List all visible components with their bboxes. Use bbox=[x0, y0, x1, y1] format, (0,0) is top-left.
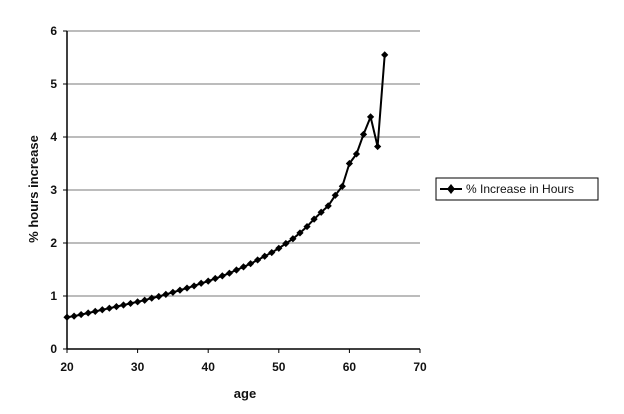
data-point bbox=[338, 182, 346, 190]
y-axis-label: % hours increase bbox=[26, 135, 41, 243]
data-point bbox=[345, 159, 353, 168]
data-point bbox=[77, 310, 85, 319]
x-axis-label: age bbox=[234, 386, 256, 401]
y-tick-label: 3 bbox=[50, 183, 57, 197]
data-point bbox=[112, 303, 121, 311]
data-point bbox=[148, 294, 156, 302]
data-point bbox=[366, 113, 375, 121]
data-point bbox=[70, 312, 78, 320]
data-point bbox=[303, 222, 311, 231]
data-point bbox=[254, 256, 262, 264]
data-point bbox=[317, 208, 325, 216]
data-point bbox=[324, 202, 332, 210]
series-line bbox=[66, 54, 386, 319]
legend: % Increase in Hours bbox=[435, 177, 599, 201]
axes bbox=[63, 30, 421, 353]
data-point bbox=[352, 150, 361, 158]
data-point bbox=[63, 313, 71, 321]
y-tick-label: 0 bbox=[50, 342, 57, 356]
data-point bbox=[296, 229, 304, 237]
data-point bbox=[84, 309, 92, 317]
data-point bbox=[91, 307, 99, 315]
data-point bbox=[211, 274, 219, 283]
y-tick-label: 1 bbox=[50, 289, 57, 303]
data-point bbox=[331, 191, 339, 199]
data-point bbox=[246, 260, 255, 268]
x-tick-label: 20 bbox=[60, 360, 74, 374]
y-tick-label: 6 bbox=[50, 24, 57, 38]
data-point bbox=[141, 296, 149, 304]
data-point bbox=[204, 277, 212, 285]
x-tick-label: 30 bbox=[131, 360, 145, 374]
data-point bbox=[359, 130, 368, 138]
y-tick-label: 2 bbox=[50, 236, 57, 250]
legend-label: % Increase in Hours bbox=[466, 182, 574, 196]
data-point bbox=[239, 263, 248, 271]
legend-box bbox=[435, 177, 599, 201]
data-point bbox=[225, 269, 233, 277]
x-tick-label: 60 bbox=[343, 360, 357, 374]
data-point bbox=[134, 298, 142, 306]
tick-labels: 0 1 2 3 4 5 6 20 30 40 50 60 70 bbox=[50, 24, 427, 374]
y-tick-label: 4 bbox=[50, 130, 57, 144]
data-point bbox=[282, 239, 290, 248]
data-point bbox=[289, 235, 297, 243]
data-point bbox=[126, 299, 135, 308]
data-point bbox=[190, 282, 198, 290]
data-point bbox=[169, 288, 177, 296]
y-tick-label: 5 bbox=[50, 77, 57, 91]
series-layer bbox=[63, 51, 389, 321]
data-point bbox=[310, 215, 318, 223]
legend-marker bbox=[447, 184, 455, 194]
data-point bbox=[176, 286, 184, 294]
data-point bbox=[197, 279, 205, 287]
data-point bbox=[162, 290, 170, 299]
gridlines bbox=[67, 30, 420, 297]
x-tick-label: 40 bbox=[202, 360, 216, 374]
data-point bbox=[275, 244, 283, 252]
x-tick-label: 70 bbox=[413, 360, 427, 374]
data-point bbox=[105, 304, 113, 312]
data-point bbox=[232, 266, 241, 274]
data-point bbox=[155, 292, 163, 301]
data-point bbox=[268, 248, 276, 257]
data-point bbox=[218, 272, 226, 280]
data-point bbox=[261, 252, 269, 260]
data-point bbox=[381, 51, 389, 59]
x-tick-label: 50 bbox=[272, 360, 286, 374]
data-point bbox=[374, 142, 382, 151]
data-point bbox=[98, 306, 106, 314]
data-point bbox=[183, 284, 191, 292]
data-point bbox=[119, 301, 128, 309]
